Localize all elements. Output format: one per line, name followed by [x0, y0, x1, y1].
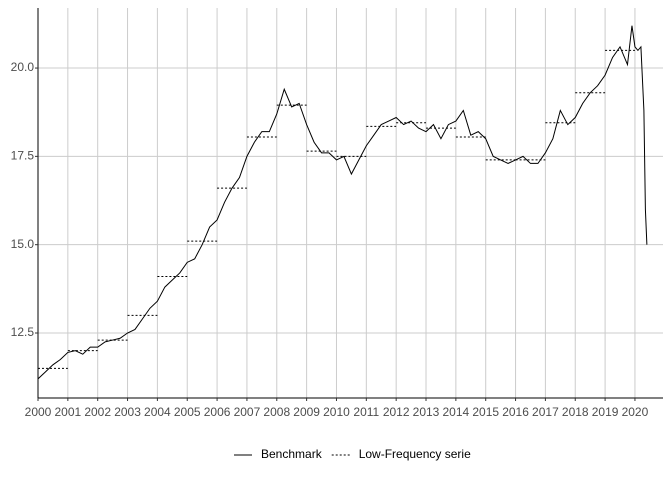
x-tick-label: 2020	[622, 405, 649, 419]
legend-label: Low-Frequency serie	[359, 447, 471, 461]
x-tick-label: 2014	[443, 405, 470, 419]
x-tick-label: 2017	[532, 405, 559, 419]
y-tick-label: 15.0	[11, 237, 35, 251]
x-tick-label: 2012	[383, 405, 410, 419]
y-tick-label: 12.5	[11, 325, 35, 339]
x-tick-label: 2016	[502, 405, 529, 419]
legend-label: Benchmark	[261, 447, 323, 461]
x-tick-label: 2006	[204, 405, 231, 419]
x-tick-label: 2015	[472, 405, 499, 419]
x-tick-label: 2008	[263, 405, 290, 419]
x-tick-label: 2009	[293, 405, 320, 419]
x-tick-label: 2011	[353, 405, 379, 419]
x-tick-label: 2003	[114, 405, 141, 419]
x-tick-label: 2010	[323, 405, 350, 419]
y-tick-label: 17.5	[11, 149, 35, 163]
series-line	[37, 25, 648, 380]
x-tick-label: 2018	[562, 405, 589, 419]
x-tick-label: 2002	[84, 405, 111, 419]
x-tick-label: 2004	[144, 405, 171, 419]
x-tick-label: 2019	[592, 405, 619, 419]
y-tick-label: 20.0	[11, 60, 35, 74]
x-tick-label: 2005	[174, 405, 201, 419]
x-tick-label: 2000	[25, 405, 52, 419]
x-tick-label: 2001	[54, 405, 81, 419]
x-tick-label: 2007	[234, 405, 261, 419]
x-tick-label: 2013	[413, 405, 440, 419]
